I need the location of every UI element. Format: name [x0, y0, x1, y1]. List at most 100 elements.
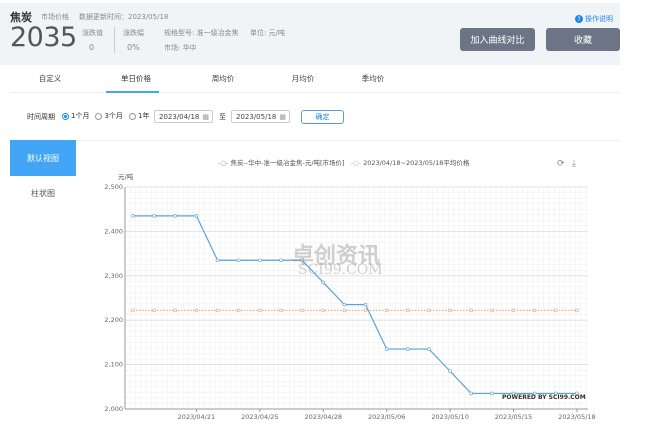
y-tick-label: 2,000: [104, 405, 123, 413]
price-type: 市场价格: [41, 13, 69, 21]
help-icon: ?: [575, 15, 583, 23]
start-date-input[interactable]: 2023/04/18 ▦: [154, 110, 213, 123]
download-icon[interactable]: ⤓: [572, 159, 576, 169]
x-tick-label: 2023/05/06: [368, 413, 405, 421]
divider: [114, 27, 115, 53]
y-tick-label: 2,300: [104, 272, 123, 280]
average-point: [258, 308, 262, 313]
average-point: [532, 308, 537, 313]
update-time: 数据更新时间：2023/05/18: [79, 13, 169, 21]
average-point: [279, 308, 283, 313]
market: 市场: 华中: [164, 44, 197, 52]
radio-1-year[interactable]: 1年: [128, 111, 149, 121]
price-point: [575, 391, 579, 396]
average-point: [173, 308, 178, 313]
y-axis-label: 元/吨: [118, 173, 134, 181]
tab-weekly-avg[interactable]: 周均价: [211, 74, 235, 83]
to-label: 至: [219, 113, 226, 121]
x-tick-label: 2023/05/10: [431, 413, 468, 421]
price-point: [300, 258, 304, 263]
y-tick-label: 2,100: [104, 361, 123, 369]
price-point: [131, 214, 135, 218]
period-label: 时间周期: [27, 113, 55, 121]
change-label: 涨跌值: [82, 29, 103, 37]
average-point: [321, 308, 326, 313]
chart-legend: -○- 焦炭--华中-准一级冶金焦-元/吨[市场价] -○- 2023/04/1…: [218, 157, 469, 167]
average-point: [427, 308, 431, 313]
end-date-input[interactable]: 2023/05/18 ▦: [231, 110, 290, 123]
add-compare-button[interactable]: 加入曲线对比: [460, 28, 535, 51]
price-point: [427, 347, 431, 351]
y-tick-label: 2,200: [104, 316, 123, 324]
calendar-icon: ▦: [279, 112, 286, 121]
average-point: [469, 308, 474, 313]
price-point: [448, 369, 452, 374]
price-point: [406, 347, 410, 351]
watermark-cn: 卓创资讯: [292, 244, 381, 269]
price-point: [511, 391, 516, 396]
powered-by: POWERED BY SCI99.COM: [502, 394, 586, 401]
x-tick-label: 2023/05/15: [495, 413, 532, 421]
tab-bar: 自定义 单日价格 周均价 月均价 季均价: [10, 65, 620, 93]
price-point: [258, 258, 262, 263]
average-point: [448, 308, 452, 313]
average-point: [490, 308, 495, 313]
average-point: [152, 308, 156, 313]
average-point: [215, 308, 220, 313]
price-point: [152, 214, 156, 218]
radio-1-month[interactable]: 1个月: [62, 111, 89, 121]
price-point: [279, 258, 283, 263]
divider: [10, 140, 620, 141]
price-point: [363, 302, 368, 307]
average-point: [342, 308, 347, 313]
price-point: [532, 391, 537, 396]
y-tick-label: 2,400: [104, 227, 123, 235]
favorite-button[interactable]: 收藏: [546, 28, 620, 51]
price-point: [553, 391, 558, 396]
watermark-en: SCI99.COM: [298, 262, 383, 278]
average-point: [553, 308, 558, 313]
average-point: [194, 308, 199, 313]
active-tab-indicator: [106, 91, 159, 93]
average-point: [363, 308, 368, 313]
x-tick-label: 2023/05/18: [558, 413, 595, 421]
price-point: [384, 347, 389, 351]
help-label: 操作说明: [585, 15, 613, 23]
average-point: [406, 308, 410, 313]
view-default[interactable]: 默认视图: [10, 140, 76, 176]
tab-monthly-avg[interactable]: 月均价: [291, 74, 315, 83]
average-point: [300, 308, 304, 313]
average-point: [511, 308, 516, 313]
tab-custom[interactable]: 自定义: [38, 74, 62, 83]
view-bar-chart[interactable]: 柱状图: [31, 189, 55, 198]
change-value: 0: [89, 43, 95, 52]
legend-item-average[interactable]: -○- 2023/04/18~2023/05/18平均价格: [350, 159, 470, 167]
help-link[interactable]: ? 操作说明: [575, 14, 613, 24]
x-tick-label: 2023/04/25: [241, 413, 278, 421]
period-options: 1个月 3个月 1年: [62, 111, 149, 121]
change-pct-value: 0%: [127, 43, 140, 52]
refresh-icon[interactable]: ⟳: [557, 159, 565, 169]
product-name: 焦炭: [10, 11, 32, 24]
x-tick-label: 2023/04/21: [178, 413, 215, 421]
x-tick-label: 2023/04/28: [305, 413, 342, 421]
price-point: [490, 391, 495, 396]
average-point: [575, 308, 579, 313]
radio-3-months[interactable]: 3个月: [95, 111, 123, 121]
price-point: [236, 258, 241, 263]
confirm-button[interactable]: 确定: [301, 110, 344, 124]
y-tick-label: 2,500: [104, 183, 123, 191]
current-price: 2035: [10, 22, 77, 53]
price-point: [342, 302, 347, 307]
spec: 规格型号: 准一级冶金焦: [164, 29, 239, 37]
tab-daily-price[interactable]: 单日价格: [121, 74, 151, 83]
unit: 单位: 元/吨: [250, 29, 285, 37]
average-point: [236, 308, 241, 313]
price-point: [321, 280, 326, 285]
tab-quarterly-avg[interactable]: 季均价: [361, 74, 385, 83]
legend-item-price[interactable]: -○- 焦炭--华中-准一级冶金焦-元/吨[市场价]: [218, 159, 345, 167]
change-pct-label: 涨跌幅: [123, 29, 144, 37]
price-point: [215, 258, 220, 263]
price-point: [194, 214, 199, 218]
